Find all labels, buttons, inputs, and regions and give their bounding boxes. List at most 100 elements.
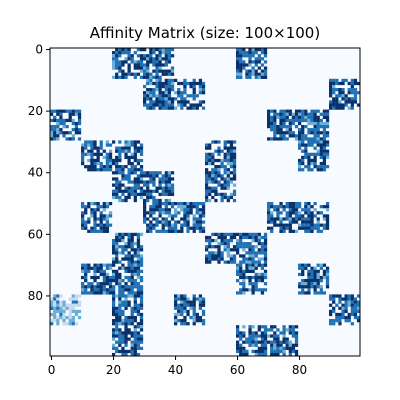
heatmap-cell (186, 297, 190, 301)
heatmap-cell (112, 51, 116, 55)
heatmap-cell (174, 97, 178, 101)
heatmap-cell (158, 186, 162, 190)
heatmap-cell (81, 282, 85, 286)
heatmap-cell (288, 118, 292, 123)
heatmap-cell (99, 146, 103, 150)
heatmap-cell (71, 109, 75, 113)
heatmap-cell (68, 306, 72, 310)
heatmap-cell (133, 282, 137, 286)
heatmap-cell (288, 211, 292, 215)
heatmap-cell (236, 340, 240, 344)
heatmap-cell (130, 238, 134, 243)
heatmap-cell (313, 125, 317, 129)
heatmap-cell (226, 155, 230, 160)
heatmap-cell (112, 251, 116, 255)
heatmap-cell (301, 208, 305, 212)
heatmap-cell (155, 229, 159, 233)
heatmap-cell (279, 346, 283, 350)
heatmap-cell (329, 84, 333, 89)
heatmap-cell (316, 115, 320, 119)
heatmap-cell (121, 312, 125, 317)
heatmap-cell (118, 183, 122, 187)
heatmap-cell (192, 300, 196, 304)
heatmap-cell (152, 217, 156, 221)
heatmap-cell (81, 263, 85, 267)
heatmap-cell (136, 146, 141, 150)
heatmap-cell (298, 165, 302, 169)
heatmap-cell (239, 337, 243, 341)
heatmap-cell (198, 202, 203, 206)
heatmap-cell (301, 161, 305, 166)
heatmap-cell (316, 229, 320, 233)
heatmap-cell (50, 112, 54, 116)
heatmap-cell (115, 238, 119, 243)
heatmap-cell (288, 205, 292, 209)
heatmap-cell (276, 112, 280, 116)
heatmap-cell (112, 337, 116, 341)
heatmap-cell (217, 257, 221, 261)
heatmap-cell (124, 257, 128, 261)
heatmap-cell (155, 57, 159, 61)
heatmap-cell (356, 303, 361, 307)
heatmap-cell (319, 223, 323, 227)
heatmap-cell (319, 165, 323, 169)
heatmap-cell (301, 149, 305, 153)
heatmap-cell (288, 331, 292, 335)
heatmap-cell (174, 106, 178, 110)
heatmap-cell (143, 75, 147, 79)
heatmap-cell (158, 171, 162, 175)
heatmap-cell (226, 238, 230, 243)
heatmap-cell (130, 343, 134, 347)
heatmap-cell (192, 81, 196, 86)
heatmap-cell (325, 149, 330, 153)
heatmap-cell (245, 69, 249, 73)
heatmap-cell (112, 54, 116, 58)
heatmap-cell (56, 134, 60, 138)
heatmap-cell (139, 195, 144, 200)
heatmap-cell (164, 57, 168, 61)
heatmap-cell (102, 155, 106, 160)
heatmap-cell (81, 285, 85, 289)
heatmap-cell (310, 121, 314, 126)
heatmap-cell (133, 143, 137, 147)
heatmap-cell (226, 174, 230, 178)
heatmap-cell (248, 263, 252, 267)
heatmap-cell (273, 128, 277, 132)
heatmap-cell (96, 208, 100, 212)
heatmap-cell (133, 263, 137, 267)
heatmap-cell (347, 88, 351, 92)
heatmap-cell (229, 235, 234, 240)
heatmap-cell (316, 128, 320, 132)
heatmap-cell (208, 180, 212, 184)
heatmap-cell (208, 235, 212, 240)
heatmap-cell (136, 331, 141, 335)
heatmap-cell (127, 232, 131, 237)
heatmap-cell (96, 152, 100, 156)
heatmap-cell (270, 226, 274, 230)
heatmap-cell (121, 165, 125, 169)
heatmap-cell (232, 168, 237, 172)
heatmap-cell (102, 269, 106, 273)
heatmap-cell (267, 125, 271, 129)
heatmap-cell (177, 319, 181, 323)
heatmap-cell (139, 54, 144, 58)
heatmap-cell (208, 171, 212, 175)
heatmap-cell (121, 72, 125, 76)
chart-title: Affinity Matrix (size: 100×100) (90, 24, 320, 42)
heatmap-cell (353, 303, 358, 307)
heatmap-cell (189, 94, 193, 98)
heatmap-cell (350, 300, 354, 304)
heatmap-cell (139, 177, 144, 181)
heatmap-cell (118, 198, 122, 203)
heatmap-cell (201, 303, 206, 307)
heatmap-cell (310, 223, 314, 227)
heatmap-cell (229, 177, 234, 181)
heatmap-cell (167, 48, 172, 52)
heatmap-cell (127, 54, 131, 58)
heatmap-cell (198, 217, 203, 221)
heatmap-cell (180, 229, 184, 233)
heatmap-cell (273, 118, 277, 123)
heatmap-cell (319, 131, 323, 135)
heatmap-cell (146, 81, 150, 86)
heatmap-cell (139, 337, 144, 341)
